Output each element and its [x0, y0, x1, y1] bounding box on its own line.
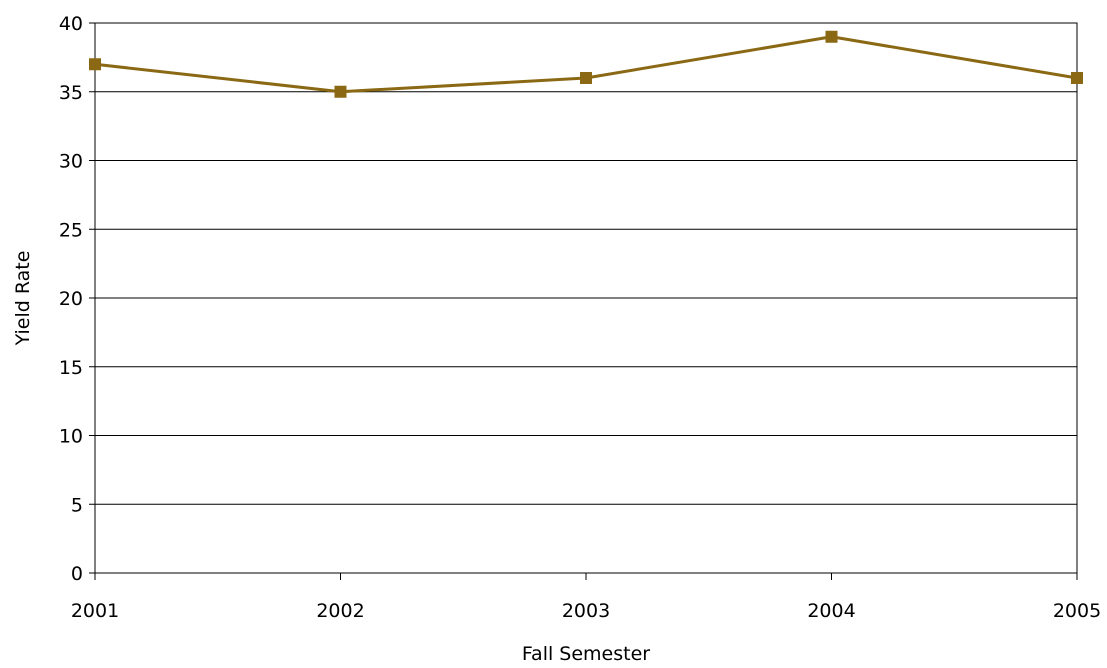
x-tick-label-2001: 2001	[71, 600, 119, 622]
data-point-2004	[826, 31, 838, 43]
data-point-2001	[89, 58, 101, 70]
y-tick-label-20: 20	[59, 288, 83, 310]
gridlines	[95, 23, 1077, 573]
y-tick-label-35: 35	[59, 82, 83, 104]
y-tick-label-5: 5	[71, 494, 83, 516]
x-axis-ticks: 2001 2002 2003 2004 2005	[71, 573, 1101, 622]
y-tick-label-10: 10	[59, 426, 83, 448]
x-tick-label-2003: 2003	[562, 600, 610, 622]
y-axis-title: Yield Rate	[12, 251, 34, 347]
y-axis-ticks: 0 5 10 15 20 25 30 35 40	[59, 13, 95, 585]
data-point-2002	[335, 86, 347, 98]
x-tick-label-2002: 2002	[316, 600, 364, 622]
y-tick-label-40: 40	[59, 13, 83, 35]
x-tick-label-2005: 2005	[1053, 600, 1101, 622]
y-tick-label-15: 15	[59, 357, 83, 379]
x-axis-title: Fall Semester	[522, 643, 650, 665]
data-point-2003	[580, 72, 592, 84]
y-tick-label-0: 0	[71, 563, 83, 585]
y-tick-label-30: 30	[59, 151, 83, 173]
y-tick-label-25: 25	[59, 219, 83, 241]
series-layer	[89, 31, 1083, 98]
data-point-2005	[1071, 72, 1083, 84]
x-tick-label-2004: 2004	[807, 600, 855, 622]
